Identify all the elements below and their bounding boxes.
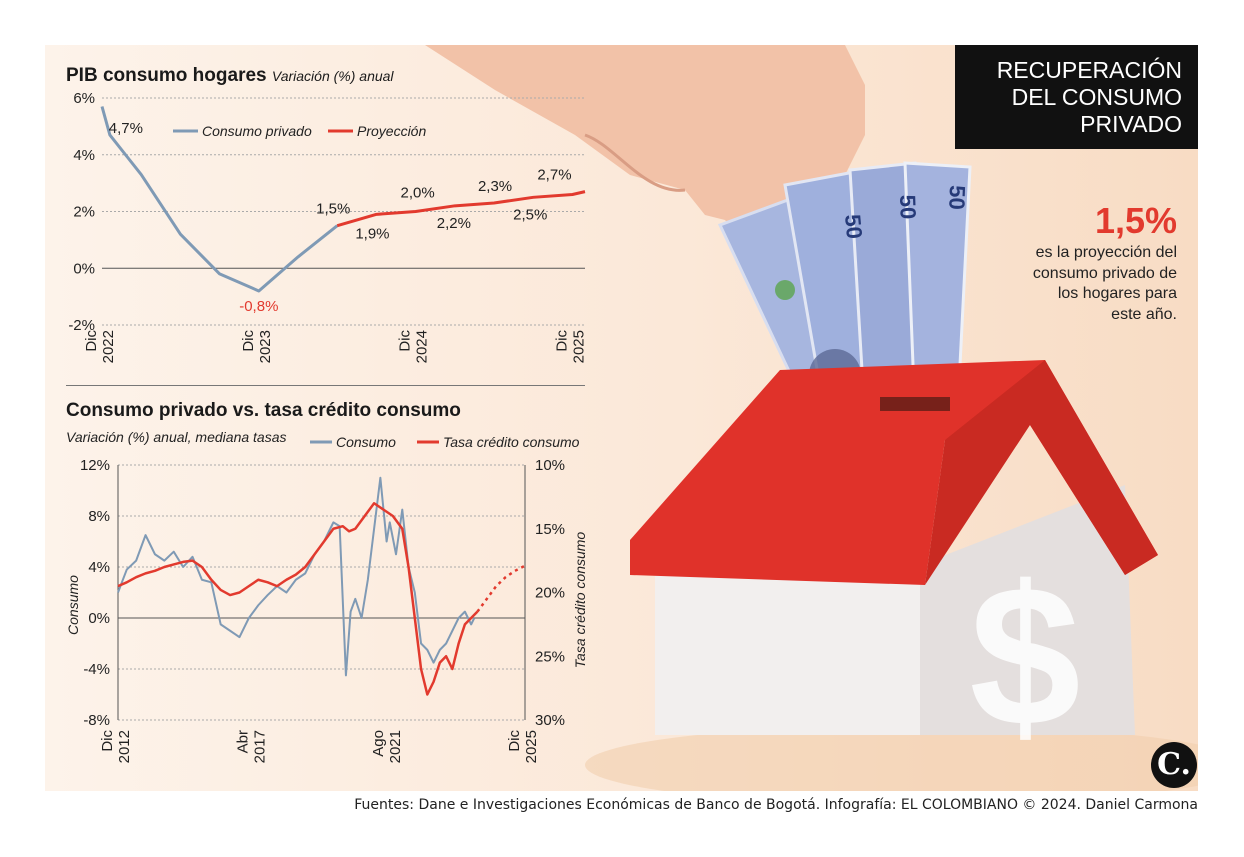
x-tick-label: 2025	[570, 330, 587, 363]
y-tick-label: 8%	[88, 508, 110, 525]
y-tick-label: 4%	[73, 147, 95, 164]
chart2-title: Consumo privado vs. tasa crédito consumo	[66, 400, 461, 421]
y2-tick-label: 25%	[535, 648, 565, 665]
y2-tick-label: 15%	[535, 521, 565, 538]
chart1-title: PIB consumo hogares Variación (%) anual	[66, 65, 394, 86]
y-tick-label: 4%	[88, 559, 110, 576]
badge-line: PRIVADO	[1080, 111, 1182, 137]
y-tick-label: -2%	[68, 317, 95, 334]
y-tick-label: -4%	[83, 661, 110, 678]
headline-badge: RECUPERACIÓN DEL CONSUMO PRIVADO	[955, 45, 1198, 149]
series-line-consumo	[117, 476, 476, 677]
x-tick-label: Dic	[553, 330, 570, 352]
chart1-svg: 6%4%2%0%-2%Dic 2022 Dic 2023 Dic 2024 Dic 20254…	[68, 90, 587, 363]
legend-label: Tasa crédito consumo	[443, 434, 580, 450]
x-tick-label: 2023	[257, 330, 274, 363]
x-tick-label: Dic	[83, 330, 100, 352]
y-tick-label: 0%	[88, 610, 110, 627]
y-axis-label: Consumo	[65, 575, 81, 635]
y2-tick-label: 10%	[535, 457, 565, 474]
chart1-subtitle: Variación (%) anual	[271, 68, 394, 84]
svg-text:50: 50	[895, 194, 921, 219]
x-tick-label: Dic	[506, 730, 523, 752]
series-line-tasa-crédito-consumo	[117, 502, 479, 696]
highlight-value: 1,5%	[1094, 200, 1177, 241]
y-tick-label: 6%	[73, 90, 95, 107]
house-piggybank-illustration: $	[630, 360, 1158, 768]
dollar-sign-icon: $	[969, 545, 1080, 768]
x-tick-label: 2025	[523, 730, 540, 763]
legend-label: Consumo privado	[202, 123, 312, 139]
source-credit: Fuentes: Dane e Investigaciones Económic…	[354, 797, 1198, 813]
y2-tick-label: 20%	[535, 585, 565, 602]
x-tick-label: 2017	[252, 730, 269, 763]
series-line-proyección-tasa	[476, 564, 526, 613]
illustration: 50 50 50 $	[425, 45, 1198, 791]
data-label: 4,7%	[109, 120, 143, 137]
svg-text:50: 50	[840, 213, 867, 240]
y2-axis-label: Tasa crédito consumo	[572, 532, 588, 669]
svg-text:50: 50	[944, 185, 970, 210]
highlight-text: es la proyección del consumo privado de …	[1032, 244, 1177, 323]
x-tick-label: Abr	[235, 730, 252, 753]
y-tick-label: 12%	[80, 457, 110, 474]
chart2-svg: 12% 8% 4% 0% -4% -8% 10% 15% 20% 25% 30% Consumo Tas…	[65, 434, 588, 763]
chart2-subtitle: Variación (%) anual, mediana tasas	[66, 429, 287, 445]
infographic-panel: 50 50 50 $ PIB consumo hogares Variación…	[45, 45, 1198, 791]
el-colombiano-logo: C.	[1151, 742, 1197, 788]
data-label: 2,2%	[437, 215, 471, 232]
series-line-proyección	[336, 190, 586, 228]
x-tick-label: 2024	[414, 330, 431, 363]
legend-label: Consumo	[336, 434, 396, 450]
y-tick-label: 2%	[73, 204, 95, 221]
data-label: 2,0%	[401, 185, 435, 202]
y-tick-label: -8%	[83, 712, 110, 729]
data-label: 1,5%	[316, 201, 350, 218]
x-tick-label: Dic	[240, 330, 257, 352]
data-label: 1,9%	[355, 225, 389, 242]
y-tick-label: 0%	[73, 260, 95, 277]
data-label: 2,7%	[537, 167, 571, 184]
x-tick-label: 2012	[116, 730, 133, 763]
x-tick-label: Dic	[397, 330, 414, 352]
badge-line: DEL CONSUMO	[1011, 84, 1182, 110]
y2-tick-label: 30%	[535, 712, 565, 729]
data-label: -0,8%	[239, 298, 278, 315]
legend-label: Proyección	[357, 123, 426, 139]
series-line-consumo-privado	[100, 106, 339, 293]
x-tick-label: 2022	[100, 330, 117, 363]
badge-line: RECUPERACIÓN	[996, 57, 1182, 83]
x-tick-label: Ago	[370, 730, 387, 757]
x-tick-label: Dic	[99, 730, 116, 752]
data-label: 2,3%	[478, 178, 512, 195]
charts-divider	[66, 385, 585, 386]
data-label: 2,5%	[513, 206, 547, 223]
x-tick-label: 2021	[387, 730, 404, 763]
